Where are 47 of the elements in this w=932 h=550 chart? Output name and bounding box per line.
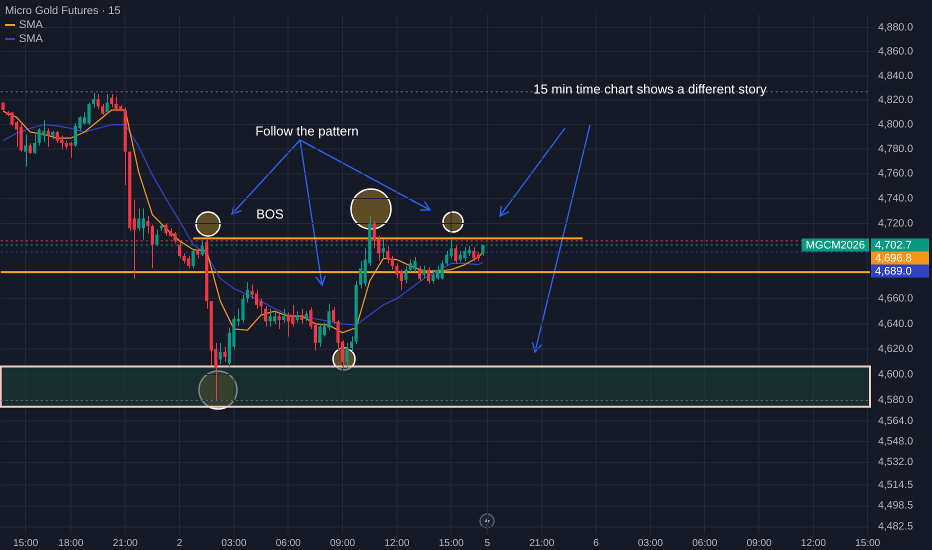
y-tick-label: 4,740.0 (878, 192, 914, 204)
y-tick-label: 4,760.0 (878, 168, 914, 180)
x-tick-label: 18:00 (58, 538, 84, 549)
x-tick-label: 2 (176, 538, 183, 549)
x-tick-label: 6 (593, 538, 600, 549)
y-tick-label: 4,660.0 (878, 292, 914, 304)
y-tick-label: 4,620.0 (878, 343, 914, 356)
y-tick-label: 4,880.0 (878, 21, 914, 34)
y-tick-label: 4,532.0 (878, 456, 914, 468)
y-tick-label: 4,514.5 (878, 478, 914, 491)
y-tick-label: 4,820.0 (878, 94, 914, 106)
annotation: 15 min time chart shows a different story (533, 82, 767, 96)
y-tick-label: 4,600.0 (878, 368, 914, 381)
y-tick-label: 4,548.0 (878, 435, 914, 448)
x-tick-label: 12:00 (800, 538, 826, 549)
y-tick-label: 4,482.5 (878, 520, 914, 533)
annotation: Follow the pattern (255, 124, 359, 138)
y-tick-label: 4,860.0 (878, 46, 914, 58)
ref-line-label: 4,702.7 (875, 240, 912, 252)
annotation: MGCM2026 (806, 240, 865, 252)
x-tick-label: 21:00 (112, 538, 138, 549)
y-tick-label: 4,780.0 (878, 143, 914, 156)
y-tick-label: 4,498.5 (878, 500, 914, 512)
x-tick-label: 09:00 (330, 538, 356, 549)
y-tick-label: 4,840.0 (878, 70, 914, 82)
x-tick-label: 03:00 (221, 538, 247, 549)
text: 4,689.0 (875, 266, 912, 278)
x-tick-label: 09:00 (746, 538, 772, 549)
x-tick-label: 15:00 (13, 538, 39, 549)
text: 4,696.8 (875, 252, 912, 265)
y-tick-label: 4,640.0 (878, 318, 914, 330)
y-tick-label: 4,720.0 (878, 217, 914, 230)
x-tick-label: 03:00 (638, 538, 664, 549)
y-tick-label: 4,800.0 (878, 118, 914, 131)
x-tick-label: 12:00 (384, 538, 410, 549)
x-tick-label: 15:00 (438, 538, 464, 549)
chart-title: Micro Gold Futures · 15 (5, 4, 121, 18)
y-tick-label: 4,564.0 (878, 414, 914, 427)
x-tick-label: 21:00 (529, 538, 555, 549)
x-tick-label: 15:00 (855, 538, 881, 549)
legend-label: SMA (18, 32, 44, 46)
x-tick-label: 06:00 (276, 538, 302, 549)
x-tick-label: 5 (484, 538, 491, 549)
legend-label: SMA (18, 18, 44, 32)
annotation: BOS (256, 206, 284, 222)
y-tick-label: 4,580.0 (878, 394, 914, 406)
x-tick-label: 06:00 (692, 538, 718, 549)
